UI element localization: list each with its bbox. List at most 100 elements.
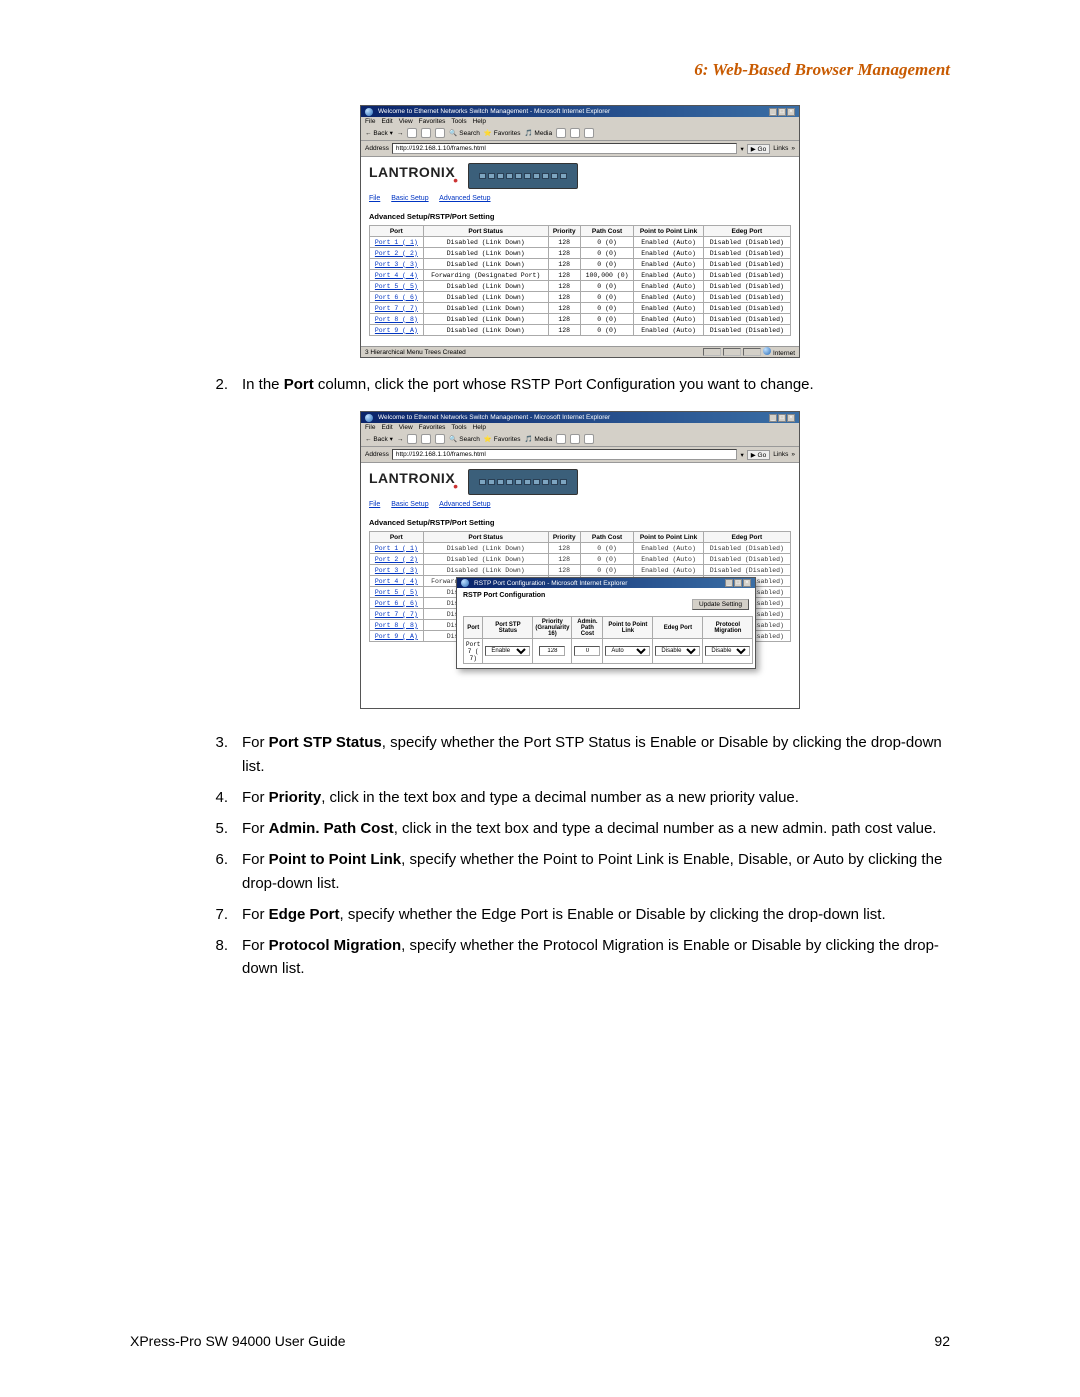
menu-edit[interactable]: Edit [381,118,392,125]
table-cell: 0 (0) [580,281,634,292]
home-icon[interactable] [435,434,445,444]
port-link[interactable]: Port 3 ( 3) [375,261,418,268]
port-stp-status-select[interactable]: EnableDisable [485,646,530,656]
refresh-icon[interactable] [421,128,431,138]
instruction-item: 4.For Priority, click in the text box an… [210,786,950,809]
mail-icon[interactable] [570,128,580,138]
maximize-icon[interactable]: □ [734,579,742,587]
menu-favorites[interactable]: Favorites [419,118,446,125]
port-link[interactable]: Port 3 ( 3) [375,567,418,574]
table-row: Port 4 ( 4)Forwarding (Designated Port)1… [370,270,791,281]
menu-favorites[interactable]: Favorites [419,424,446,431]
history-icon[interactable] [556,434,566,444]
history-icon[interactable] [556,128,566,138]
port-link[interactable]: Port 7 ( 7) [375,305,418,312]
port-link[interactable]: Port 2 ( 2) [375,556,418,563]
instruction-number: 8. [210,934,228,981]
nav-advanced-setup[interactable]: Advanced Setup [439,501,490,508]
instruction-number: 4. [210,786,228,809]
table-cell: 128 [548,543,580,554]
refresh-icon[interactable] [421,434,431,444]
port-link[interactable]: Port 1 ( 1) [375,545,418,552]
print-icon[interactable] [584,434,594,444]
links-label[interactable]: Links [773,451,788,458]
go-button[interactable]: ▶ Go [747,450,770,460]
point-to-point-link-select[interactable]: AutoEnableDisable [605,646,650,656]
popup-header: Edeg Port [653,617,703,639]
table-row: Port 3 ( 3)Disabled (Link Down)1280 (0)E… [370,565,791,576]
table-cell: 0 (0) [580,543,634,554]
media-button[interactable]: 🎵 Media [525,435,553,443]
menu-edit[interactable]: Edit [381,424,392,431]
address-label: Address [365,451,389,458]
zone-text: Internet [773,350,795,357]
search-button[interactable]: 🔍 Search [449,129,480,137]
minimize-icon[interactable]: _ [725,579,733,587]
menu-view[interactable]: View [399,118,413,125]
port-link[interactable]: Port 1 ( 1) [375,239,418,246]
close-icon[interactable]: × [787,108,795,116]
port-link[interactable]: Port 5 ( 5) [375,589,418,596]
address-dropdown-icon[interactable]: ▾ [740,451,743,459]
admin-path-cost-input[interactable] [574,646,600,656]
close-icon[interactable]: × [743,579,751,587]
switch-graphic [468,163,578,189]
menu-file[interactable]: File [365,424,375,431]
mail-icon[interactable] [570,434,580,444]
menu-tools[interactable]: Tools [451,118,466,125]
port-link[interactable]: Port 7 ( 7) [375,611,418,618]
minimize-icon[interactable]: _ [769,414,777,422]
menu-tools[interactable]: Tools [451,424,466,431]
port-link[interactable]: Port 9 ( A) [375,633,418,640]
stop-icon[interactable] [407,128,417,138]
nav-file[interactable]: File [369,195,380,202]
port-link[interactable]: Port 4 ( 4) [375,578,418,585]
media-button[interactable]: 🎵 Media [525,129,553,137]
nav-file[interactable]: File [369,501,380,508]
port-link[interactable]: Port 5 ( 5) [375,283,418,290]
print-icon[interactable] [584,128,594,138]
menu-help[interactable]: Help [473,424,486,431]
menu-file[interactable]: File [365,118,375,125]
table-cell: Enabled (Auto) [634,292,703,303]
ie-addressbar: Address http://192.168.1.10/frames.html … [361,447,799,463]
port-link[interactable]: Port 8 ( 8) [375,316,418,323]
edge-port-select[interactable]: EnableDisable [655,646,700,656]
port-link[interactable]: Port 6 ( 6) [375,294,418,301]
table-header: Port [370,532,424,543]
port-link[interactable]: Port 6 ( 6) [375,600,418,607]
nav-basic-setup[interactable]: Basic Setup [391,195,428,202]
close-icon[interactable]: × [787,414,795,422]
go-button[interactable]: ▶ Go [747,144,770,154]
port-link[interactable]: Port 4 ( 4) [375,272,418,279]
search-button[interactable]: 🔍 Search [449,435,480,443]
maximize-icon[interactable]: □ [778,414,786,422]
address-input[interactable]: http://192.168.1.10/frames.html [392,143,738,154]
nav-basic-setup[interactable]: Basic Setup [391,501,428,508]
nav-advanced-setup[interactable]: Advanced Setup [439,195,490,202]
favorites-button[interactable]: ⭐ Favorites [484,129,521,137]
menu-help[interactable]: Help [473,118,486,125]
back-button[interactable]: ← Back ▾ [365,435,393,443]
priority-input[interactable] [539,646,565,656]
links-label[interactable]: Links [773,145,788,152]
zone-icon [763,347,771,355]
favorites-button[interactable]: ⭐ Favorites [484,435,521,443]
table-cell: 0 (0) [580,259,634,270]
port-link[interactable]: Port 8 ( 8) [375,622,418,629]
port-link[interactable]: Port 2 ( 2) [375,250,418,257]
forward-button[interactable]: → [397,436,404,443]
forward-button[interactable]: → [397,130,404,137]
protocol-migration-select[interactable]: EnableDisable [705,646,750,656]
ie-toolbar: ← Back ▾ → 🔍 Search ⭐ Favorites 🎵 Media [361,126,799,141]
menu-view[interactable]: View [399,424,413,431]
maximize-icon[interactable]: □ [778,108,786,116]
address-dropdown-icon[interactable]: ▾ [740,145,743,153]
update-setting-button[interactable]: Update Setting [692,599,749,610]
address-input[interactable]: http://192.168.1.10/frames.html [392,449,738,460]
stop-icon[interactable] [407,434,417,444]
home-icon[interactable] [435,128,445,138]
port-link[interactable]: Port 9 ( A) [375,327,418,334]
back-button[interactable]: ← Back ▾ [365,129,393,137]
minimize-icon[interactable]: _ [769,108,777,116]
